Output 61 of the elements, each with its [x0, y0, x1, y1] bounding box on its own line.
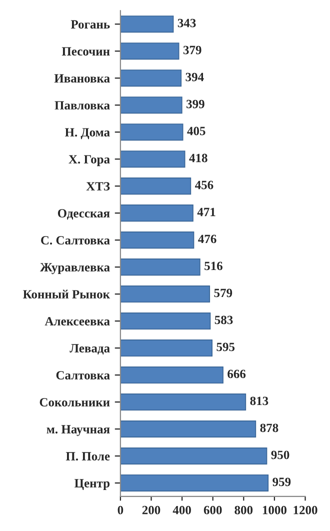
y-tick-label: Н. Дома	[64, 128, 110, 140]
data-label: 950	[271, 450, 290, 460]
bar	[120, 258, 200, 276]
y-tick-label: С. Салтовка	[41, 236, 110, 245]
y-tick-label: Центр	[74, 479, 110, 490]
data-label: 579	[214, 288, 232, 298]
data-label: 471	[197, 208, 216, 216]
data-label: 399	[186, 100, 204, 108]
bar	[120, 420, 256, 438]
bar	[120, 42, 180, 60]
x-tick-label: 1000	[262, 506, 286, 514]
data-label: 959	[272, 478, 291, 486]
y-tick-label: Х. Гора	[68, 155, 110, 166]
bar	[120, 96, 182, 114]
y-tick-label: ХТЗ	[86, 182, 110, 191]
data-label: 583	[214, 316, 233, 324]
x-tick-label: 600	[204, 506, 222, 514]
data-label: 878	[260, 424, 278, 432]
bar	[120, 150, 186, 168]
y-tick-label: Алексеевка	[44, 317, 110, 326]
y-tick-label: Журавлевка	[40, 263, 110, 274]
bar	[120, 286, 210, 303]
x-tick-label: 800	[234, 506, 253, 514]
x-tick-label: 0	[118, 506, 124, 514]
y-tick-label: Левада	[70, 344, 110, 355]
data-label: 595	[216, 342, 235, 352]
bar	[120, 232, 194, 249]
data-label: 456	[195, 180, 214, 190]
bar	[120, 124, 184, 141]
bar	[120, 366, 224, 384]
y-tick-label: Песочин	[62, 47, 110, 56]
bar	[120, 16, 174, 33]
y-tick-label: Ивановка	[54, 74, 110, 83]
bar	[120, 340, 212, 357]
y-tick-label: Конный Рынок	[23, 290, 110, 298]
data-label: 813	[250, 396, 268, 406]
y-tick-label: м. Научная	[46, 425, 110, 436]
data-label: 405	[187, 126, 206, 136]
x-tick-label: 200	[142, 506, 160, 514]
x-tick-label: 1200	[294, 506, 318, 514]
data-label: 394	[186, 72, 204, 82]
data-label: 418	[189, 154, 208, 162]
bar	[120, 70, 182, 87]
data-label: 476	[198, 234, 216, 244]
bar	[120, 204, 194, 222]
data-label: 516	[204, 262, 222, 270]
y-tick-label: Салтовка	[56, 371, 110, 380]
x-tick-label: 400	[172, 506, 191, 514]
y-tick-label: Сокольники	[40, 398, 110, 406]
y-tick-label: Рогань	[70, 20, 110, 29]
y-tick-label: П. Поле	[66, 452, 110, 461]
data-label: 343	[178, 18, 196, 28]
bar	[120, 447, 268, 465]
y-tick-label: Одесская	[58, 209, 110, 220]
bar	[120, 312, 211, 330]
data-label: 666	[228, 370, 246, 378]
y-tick-label: Павловка	[54, 101, 110, 110]
bar	[120, 393, 246, 411]
bar	[120, 474, 269, 492]
bar	[120, 178, 192, 195]
data-label: 379	[183, 46, 202, 54]
